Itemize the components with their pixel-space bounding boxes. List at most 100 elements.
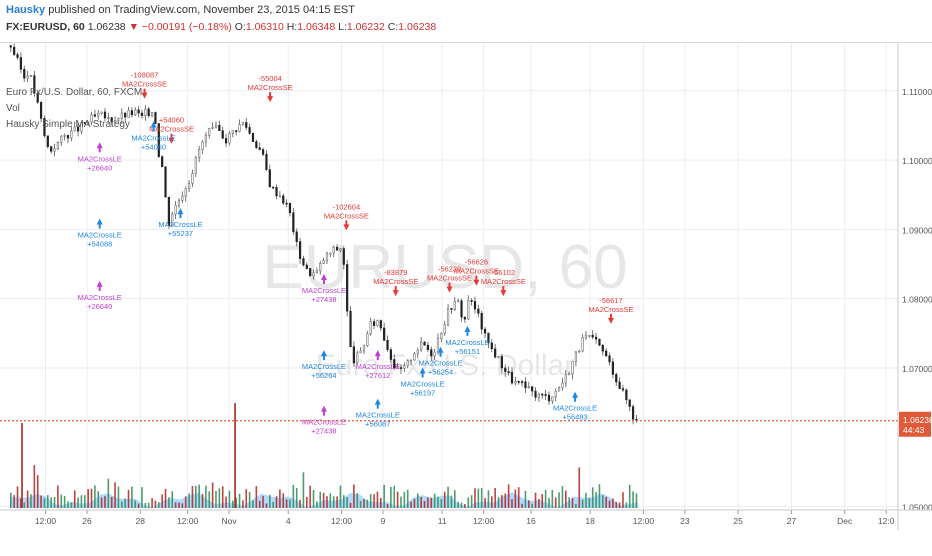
legend-main[interactable]: Euro Fx/U.S. Dollar, 60, FXCM [6, 87, 143, 98]
volume-bar [161, 494, 163, 508]
candle-body [356, 352, 359, 364]
volume-bar [272, 501, 274, 508]
volume-bar [26, 490, 29, 508]
volume-bar [423, 501, 426, 508]
candle-body [389, 349, 392, 360]
candle-body [386, 340, 389, 350]
buy-signal-label: MA2CrossLE [553, 404, 597, 413]
volume-bar [598, 484, 601, 508]
x-tick-label: 12:00 [35, 516, 57, 526]
buy-signal-label: MA2CrossLE [302, 286, 346, 295]
candle-body [460, 300, 463, 318]
candle-body [416, 349, 419, 354]
price-chart[interactable]: 1.11000 1.10000 1.09000 1.08000 1.07000 1.050… [0, 43, 932, 551]
volume-bar [107, 478, 110, 508]
candle-body [497, 356, 500, 358]
watermark-name: Euro Fx/U.S. Dollar [316, 349, 574, 382]
candle-body [19, 57, 22, 70]
candle-body [97, 112, 100, 117]
volume-bar [309, 485, 311, 508]
volume-bar [124, 498, 126, 508]
volume-bar [134, 500, 137, 508]
volume-bar [551, 489, 554, 508]
candle-body [467, 300, 470, 320]
candle-body [524, 381, 527, 389]
candle-body [500, 356, 503, 369]
candle-body [90, 114, 93, 123]
volume-bar [13, 495, 15, 508]
sell-signal-label: MA2CrossSE [454, 267, 499, 276]
candle-body [379, 320, 382, 329]
y-tick-label: 1.10000 [902, 156, 932, 166]
volume-bar [383, 484, 385, 508]
candle-body [214, 124, 218, 128]
volume-bar [63, 495, 66, 508]
x-tick-label: Nov [221, 516, 237, 526]
volume-bar [16, 486, 19, 508]
sell-arrow-icon [500, 286, 507, 297]
author-link[interactable]: Hausky [6, 4, 46, 16]
candle-body [187, 182, 191, 190]
volume-bar [443, 491, 446, 508]
x-tick-label: 26 [82, 516, 92, 526]
candle-body [53, 148, 56, 152]
volume-bar [440, 498, 443, 508]
trade-result-label: -56626 [465, 258, 488, 267]
candle-body [557, 387, 561, 392]
candle-body [504, 367, 507, 372]
candle-body [134, 109, 137, 116]
volume-bar [171, 491, 174, 508]
trade-result-label: +54088 [87, 240, 112, 249]
candle-body [130, 110, 133, 116]
volume-bar [104, 496, 106, 508]
candle-body [113, 120, 117, 123]
candle-body [366, 333, 369, 347]
volume-bar [602, 495, 604, 508]
candle-body [167, 196, 170, 227]
volume-bar [396, 491, 399, 508]
candle-body [396, 367, 399, 369]
candle-body [224, 138, 228, 144]
volume-bar [433, 493, 436, 508]
volume-bar [100, 497, 103, 508]
y-tick-label: 1.07000 [902, 364, 932, 374]
ohlc-line: FX:EURUSD, 60 1.06238 ▼ −0.00191 (−0.18%… [6, 21, 436, 33]
x-tick-label: 12:00 [177, 516, 199, 526]
open-value: 1.06310 [245, 21, 284, 33]
volume-bar [87, 489, 89, 508]
volume-bar [195, 485, 197, 508]
trade-result-label: -83879 [384, 268, 407, 277]
buy-signal-label: MA2CrossLE [356, 362, 400, 371]
volume-bar [302, 472, 305, 508]
y-tick-label: 1.08000 [902, 295, 932, 305]
legend-strategy[interactable]: Hausky Simple MA Strategy [6, 119, 130, 130]
candle-body [265, 154, 268, 171]
volume-bar [575, 503, 577, 508]
volume-bar [538, 498, 540, 508]
sell-arrow-icon [343, 220, 350, 231]
candle-body [33, 75, 36, 94]
last-price: 1.06238 [87, 21, 126, 33]
volume-bar [339, 485, 342, 508]
chart-frame[interactable]: 1.11000 1.10000 1.09000 1.08000 1.07000 1.050… [0, 42, 932, 551]
volume-bar [336, 496, 338, 508]
volume-bar [178, 502, 180, 508]
candle-body [50, 146, 53, 152]
candle-body [329, 252, 332, 255]
volume-bar [491, 496, 493, 508]
sell-signal-label: MA2CrossSE [481, 277, 526, 286]
candle-body [140, 112, 144, 116]
candle-body [551, 396, 554, 402]
volume-bar [110, 496, 113, 508]
watermark-symbol: EURUSD, 60 [262, 233, 627, 302]
buy-arrow-icon [419, 367, 426, 378]
legend-vol[interactable]: Vol [6, 103, 20, 114]
candle-body [80, 122, 83, 132]
candle-body [631, 406, 635, 420]
candle-body [16, 54, 19, 58]
volume-bar [181, 503, 184, 508]
volume-bar [528, 500, 530, 508]
volume-bar [322, 492, 325, 508]
candle-body [426, 344, 429, 350]
volume-bar [591, 487, 594, 508]
